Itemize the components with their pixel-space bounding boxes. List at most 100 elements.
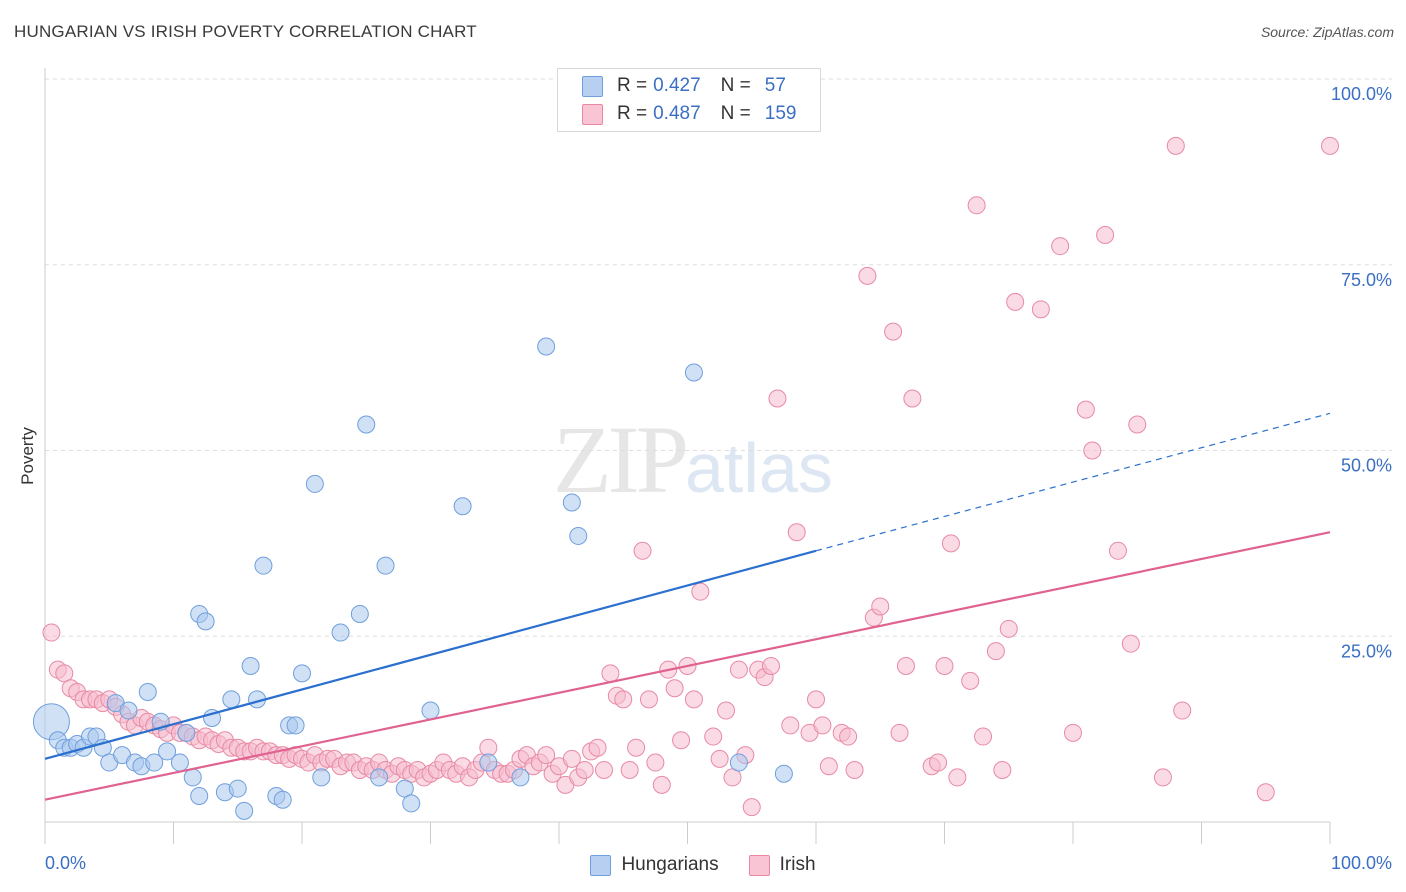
- y-axis-title: Poverty: [18, 427, 37, 485]
- chart-title: HUNGARIAN VS IRISH POVERTY CORRELATION C…: [14, 22, 477, 41]
- irish-point: [1166, 136, 1185, 155]
- irish-point: [819, 757, 838, 776]
- irish-point: [742, 798, 761, 817]
- irish-point: [620, 760, 639, 779]
- n-label: N =: [720, 103, 751, 124]
- hungarians-point: [138, 682, 157, 701]
- irish-point: [1064, 723, 1082, 742]
- irish-point: [42, 623, 61, 642]
- irish-point: [1096, 226, 1115, 245]
- hungarians-point: [145, 753, 164, 772]
- r-label: R =: [617, 103, 648, 124]
- hungarians-point: [421, 701, 440, 720]
- hungarians-point: [305, 474, 324, 493]
- hungarians-point: [350, 604, 369, 623]
- hungarians-point: [286, 716, 305, 735]
- y-tick-label: 100.0%: [1331, 84, 1392, 104]
- legend-item-irish[interactable]: Irish: [748, 854, 816, 876]
- hungarians-point: [395, 779, 414, 798]
- irish-point: [781, 716, 800, 735]
- irish-point: [903, 389, 922, 408]
- irish-point: [1031, 300, 1050, 319]
- hungarians-point: [228, 779, 247, 798]
- hungarians-point: [562, 493, 581, 512]
- irish-point: [986, 642, 1005, 661]
- stats-legend: R = 0.427 N = 57 R = 0.487 N = 159: [557, 68, 821, 132]
- hungarians-point: [177, 723, 196, 742]
- irish-point: [1121, 634, 1140, 653]
- hungarians-point: [158, 742, 177, 761]
- irish-trend-line: [44, 531, 1331, 801]
- stats-legend-row-irish: R = 0.487 N = 159: [582, 102, 796, 126]
- irish-point: [1153, 768, 1172, 787]
- irish-point: [672, 731, 691, 750]
- irish-point: [633, 541, 652, 560]
- hungarians-point: [479, 753, 498, 772]
- hungarians-point: [774, 764, 793, 783]
- irish-point: [627, 738, 646, 757]
- hungarians-point: [684, 363, 703, 382]
- r-value: 0.487: [653, 103, 701, 124]
- irish-point: [588, 738, 607, 757]
- hungarians-point: [254, 556, 273, 575]
- hungarians-point: [537, 337, 556, 356]
- irish-point: [929, 753, 948, 772]
- legend-item-hungarians[interactable]: Hungarians: [590, 854, 719, 876]
- irish-point: [1321, 136, 1339, 155]
- irish-point: [723, 768, 742, 787]
- hungarians-point: [196, 612, 215, 631]
- irish-point: [729, 660, 748, 679]
- hungarians-point: [357, 415, 376, 434]
- irish-point: [948, 768, 967, 787]
- hungarians-point: [402, 794, 421, 813]
- x-tick-label: 0.0%: [45, 853, 86, 873]
- irish-point: [807, 690, 825, 709]
- irish-point: [601, 664, 620, 683]
- source-label: Source: ZipAtlas.com: [1260, 24, 1394, 40]
- irish-point: [813, 716, 832, 735]
- irish-point: [974, 727, 993, 746]
- irish-point: [961, 671, 980, 690]
- irish-point: [691, 582, 710, 601]
- irish-point: [884, 322, 903, 341]
- hungarians-point: [511, 768, 530, 787]
- irish-point: [665, 679, 684, 698]
- hungarians-point: [119, 701, 138, 720]
- legend-label-irish: Irish: [779, 854, 816, 875]
- hungarians-swatch: [582, 75, 603, 97]
- hungarians-legend-swatch: [590, 854, 612, 876]
- irish-point: [839, 727, 858, 746]
- irish-point: [1076, 400, 1095, 419]
- irish-point: [575, 760, 594, 779]
- hungarians-point: [235, 801, 254, 820]
- irish-point: [1051, 237, 1070, 256]
- irish-point: [614, 690, 633, 709]
- irish-point: [710, 749, 729, 768]
- irish-point: [993, 760, 1012, 779]
- r-label: R =: [617, 75, 648, 96]
- n-value: 57: [764, 75, 786, 96]
- irish-point: [562, 749, 581, 768]
- hungarians-point: [170, 753, 189, 772]
- irish-point: [845, 760, 864, 779]
- irish-point: [537, 746, 556, 765]
- irish-point: [1173, 701, 1192, 720]
- y-tick-label: 25.0%: [1341, 641, 1392, 661]
- hungarians-point: [376, 556, 395, 575]
- hungarians-trend-extension: [815, 412, 1331, 552]
- hungarians-point: [312, 768, 331, 787]
- irish-point: [704, 727, 723, 746]
- irish-point: [967, 196, 986, 215]
- irish-point: [1128, 415, 1147, 434]
- hungarians-point: [222, 690, 241, 709]
- irish-point: [594, 760, 613, 779]
- r-value: 0.427: [653, 75, 701, 96]
- irish-point: [652, 775, 671, 794]
- hungarians-point: [331, 623, 350, 642]
- hungarians-trend-line: [44, 549, 817, 760]
- irish-point: [646, 753, 665, 772]
- x-tick-label: 100.0%: [1331, 853, 1392, 873]
- irish-point: [941, 534, 960, 553]
- y-tick-label: 50.0%: [1341, 456, 1392, 476]
